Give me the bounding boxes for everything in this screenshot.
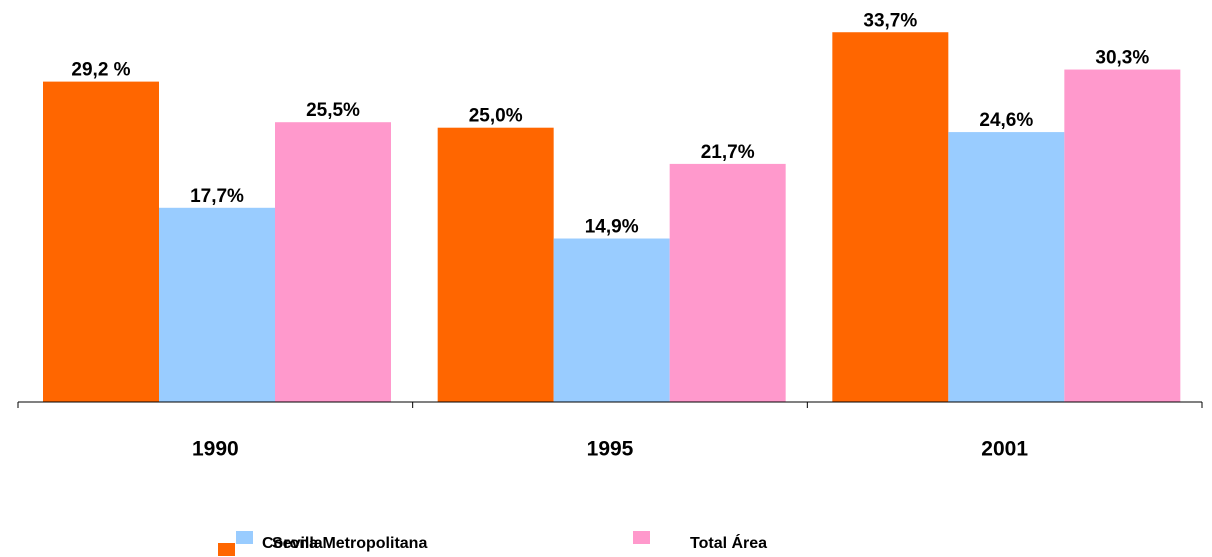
bar (159, 207, 275, 402)
data-label: 17,7% (190, 186, 244, 207)
bar (275, 122, 391, 402)
data-label: 24,6% (979, 110, 1033, 131)
bar (1064, 69, 1181, 403)
x-tick-label: 1995 (587, 438, 634, 461)
data-label: 14,9% (585, 217, 639, 238)
bar (832, 32, 949, 402)
legend-label: Corona Metropolitana (262, 535, 427, 552)
legend-swatch (236, 531, 253, 544)
data-label: 25,0% (469, 106, 523, 127)
x-tick-label: 1990 (192, 438, 239, 461)
legend-label: Sevilla (272, 535, 323, 552)
data-label: 33,7% (863, 10, 917, 31)
bar (43, 81, 159, 402)
data-label: 25,5% (306, 100, 360, 121)
bar (553, 238, 670, 402)
data-label: 29,2 % (71, 60, 130, 81)
x-tick-label: 2001 (981, 438, 1028, 461)
data-label: 21,7% (701, 142, 755, 163)
legend-label: Total Área (690, 533, 767, 552)
bar (948, 132, 1065, 403)
bar (437, 127, 554, 402)
data-label: 30,3% (1095, 48, 1149, 69)
legend-swatch (218, 543, 235, 556)
bar (669, 163, 786, 402)
legend-swatch (633, 531, 650, 544)
